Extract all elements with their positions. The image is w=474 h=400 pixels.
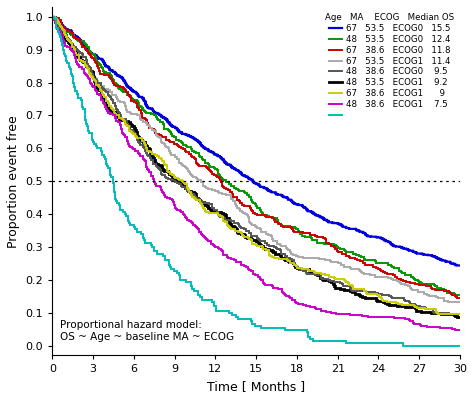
Y-axis label: Proportion event free: Proportion event free — [7, 115, 20, 248]
Legend: 67   53.5   ECOG0   15.5, 48   53.5   ECOG0   12.4, 67   38.6   ECOG0   11.8, 67: 67 53.5 ECOG0 15.5, 48 53.5 ECOG0 12.4, … — [323, 11, 456, 122]
Text: Proportional hazard model:
OS ~ Age ~ baseline MA ~ ECOG: Proportional hazard model: OS ~ Age ~ ba… — [60, 320, 235, 342]
X-axis label: Time [ Months ]: Time [ Months ] — [207, 380, 305, 393]
